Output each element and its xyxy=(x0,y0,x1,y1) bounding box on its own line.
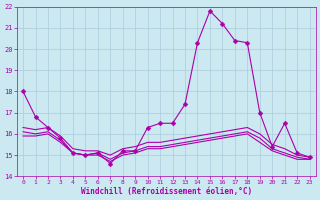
X-axis label: Windchill (Refroidissement éolien,°C): Windchill (Refroidissement éolien,°C) xyxy=(81,187,252,196)
